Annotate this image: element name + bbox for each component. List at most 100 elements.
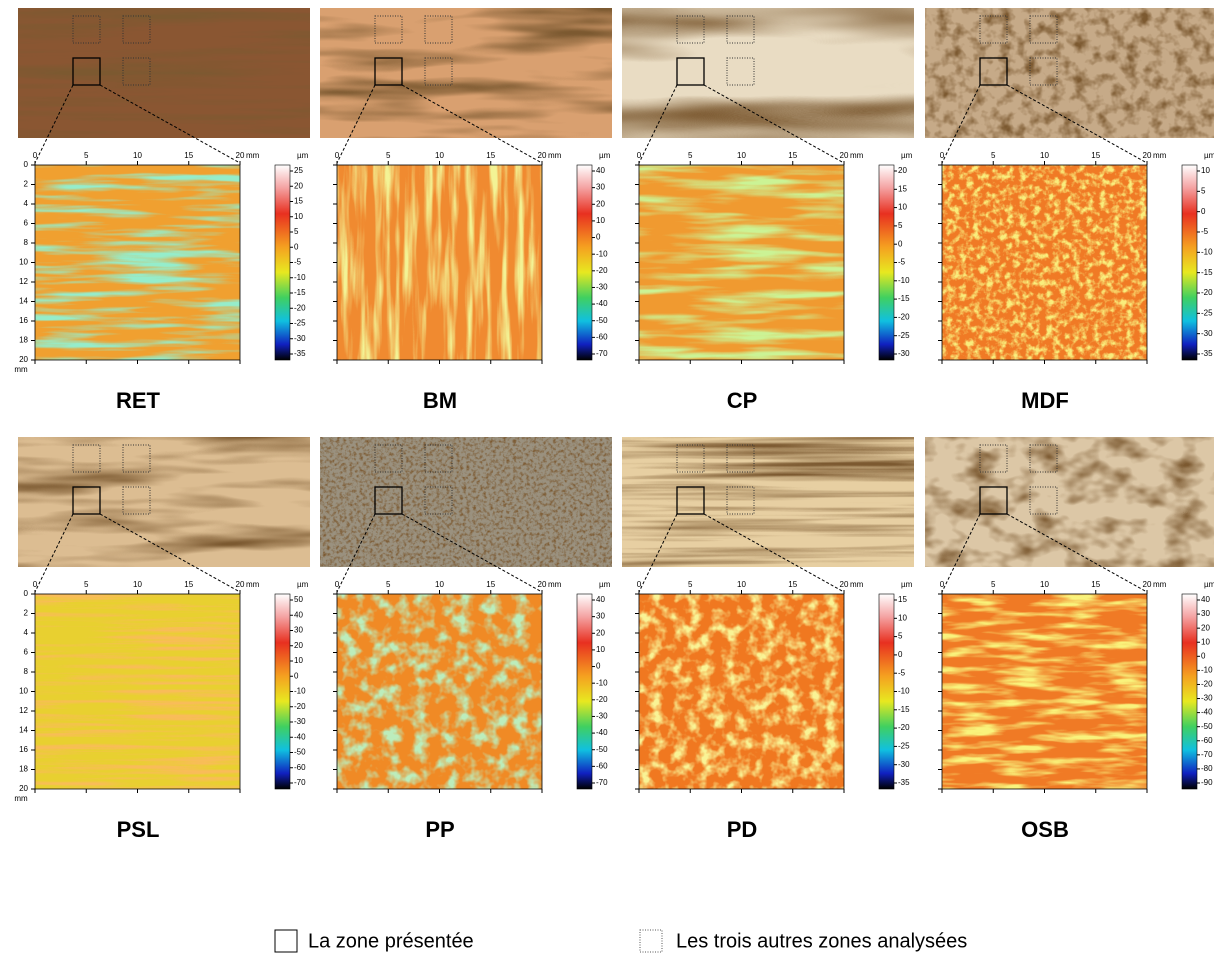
map-texture	[942, 594, 1147, 789]
colorbar-tick-label: -5	[1201, 227, 1209, 236]
colorbar-tick-label: 40	[596, 595, 605, 604]
y-tick-label: 20	[19, 784, 28, 793]
x-unit: mm	[548, 151, 562, 160]
x-tick-label: 10	[737, 580, 746, 589]
colorbar-tick-label: -50	[596, 745, 608, 754]
colorbar-tick-label: -60	[294, 763, 306, 772]
other-zone	[676, 444, 705, 473]
y-tick-label: 12	[19, 277, 28, 286]
colorbar-tick-label: -60	[596, 761, 608, 770]
colorbar-tick-label: -20	[294, 702, 306, 711]
map-texture	[337, 165, 542, 360]
x-tick-label: 5	[688, 580, 693, 589]
colorbar-tick-label: -30	[1201, 694, 1213, 703]
colorbar-tick-label: -30	[1201, 329, 1213, 338]
photo-grain	[622, 437, 914, 567]
colorbar-tick-label: -30	[596, 283, 608, 292]
y-tick-label: 16	[19, 316, 28, 325]
zoom-line	[34, 84, 74, 164]
y-tick-label: 18	[19, 336, 28, 345]
colorbar-tick-label: -20	[898, 313, 910, 322]
x-tick-label: 5	[991, 151, 996, 160]
colorbar-tick-label: 10	[1201, 637, 1210, 646]
legend-dotted-box	[639, 929, 663, 953]
zoom-line	[34, 513, 74, 593]
x-unit: mm	[850, 151, 864, 160]
colorbar	[274, 593, 291, 790]
y-tick-label: 4	[24, 199, 29, 208]
colorbar	[576, 593, 593, 790]
legend-label: La zone présentée	[308, 930, 474, 952]
colorbar-tick-label: 0	[596, 662, 601, 671]
x-tick-label: 15	[486, 580, 495, 589]
x-tick-label: 0	[637, 151, 642, 160]
colorbar-tick-label: -60	[1201, 736, 1213, 745]
y-tick-label: 8	[24, 238, 29, 247]
map-texture	[35, 594, 240, 789]
x-tick-label: 20	[1143, 151, 1152, 160]
other-zone	[122, 15, 151, 44]
colorbar-tick-label: 15	[898, 184, 907, 193]
colorbar-tick-label: -50	[1201, 722, 1213, 731]
x-tick-label: 15	[1091, 580, 1100, 589]
colorbar-tick-label: 0	[294, 671, 299, 680]
colorbar-tick-label: -20	[596, 695, 608, 704]
panel-label: MDF	[1021, 388, 1069, 413]
colorbar-tick-label: -10	[596, 678, 608, 687]
colorbar	[274, 164, 291, 361]
colorbar-tick-label: -20	[1201, 288, 1213, 297]
panel: 0 5 10 15 20 mm02468101214161820mmµm252015105…	[14, 8, 310, 413]
other-zone	[1029, 486, 1058, 515]
other-zone	[122, 486, 151, 515]
colorbar-tick-label: -70	[294, 778, 306, 787]
zoom-line	[638, 84, 678, 164]
colorbar-tick-label: 30	[596, 183, 605, 192]
other-zone	[726, 486, 755, 515]
presented-zone	[72, 57, 101, 86]
colorbar-tick-label: 0	[898, 650, 903, 659]
panel: 0 5 10 15 20 mm µm403020100-10-20-30-40-50-60-…	[320, 8, 612, 413]
panel: 0 5 10 15 20 mm µm 15 10 5 0 -5 -10 -15 -20 -25 -30 -35 PD	[622, 437, 914, 842]
x-tick-label: 10	[133, 580, 142, 589]
colorbar-tick-label: -70	[596, 349, 608, 358]
y-tick-label: 12	[19, 706, 28, 715]
colorbar-tick-label: -30	[898, 349, 910, 358]
colorbar-tick-label: -60	[596, 332, 608, 341]
colorbar-tick-label: 5	[898, 632, 903, 641]
colorbar-tick-label: 20	[294, 641, 303, 650]
zoom-line	[638, 513, 678, 593]
y-unit: mm	[14, 794, 28, 803]
other-zone	[726, 57, 755, 86]
x-tick-label: 5	[386, 580, 391, 589]
photo-grain	[320, 437, 612, 567]
colorbar	[1181, 164, 1198, 361]
y-tick-label: 2	[24, 180, 29, 189]
colorbar-tick-label: 5	[1201, 186, 1206, 195]
colorbar-tick-label: -70	[1201, 750, 1213, 759]
x-tick-label: 5	[386, 151, 391, 160]
y-tick-label: 10	[19, 687, 28, 696]
x-tick-label: 20	[236, 151, 245, 160]
x-tick-label: 0	[940, 151, 945, 160]
colorbar-tick-label: 10	[294, 656, 303, 665]
panel-label: OSB	[1021, 817, 1069, 842]
x-tick-label: 10	[435, 580, 444, 589]
x-tick-label: 5	[688, 151, 693, 160]
x-tick-label: 10	[737, 151, 746, 160]
x-tick-label: 20	[538, 580, 547, 589]
photo-grain	[18, 8, 310, 138]
other-zone	[1029, 444, 1058, 473]
colorbar-tick-label: -10	[1201, 665, 1213, 674]
colorbar-unit: µm	[599, 580, 611, 589]
colorbar-tick-label: -50	[294, 748, 306, 757]
y-tick-label: 2	[24, 609, 29, 618]
y-tick-label: 0	[24, 160, 29, 169]
y-tick-label: 6	[24, 219, 29, 228]
x-tick-label: 10	[1040, 580, 1049, 589]
colorbar-unit: µm	[901, 151, 913, 160]
colorbar-tick-label: 5	[898, 221, 903, 230]
y-tick-label: 6	[24, 648, 29, 657]
colorbar-tick-label: -10	[596, 249, 608, 258]
map-texture	[639, 594, 844, 789]
colorbar-tick-label: 0	[1201, 207, 1206, 216]
